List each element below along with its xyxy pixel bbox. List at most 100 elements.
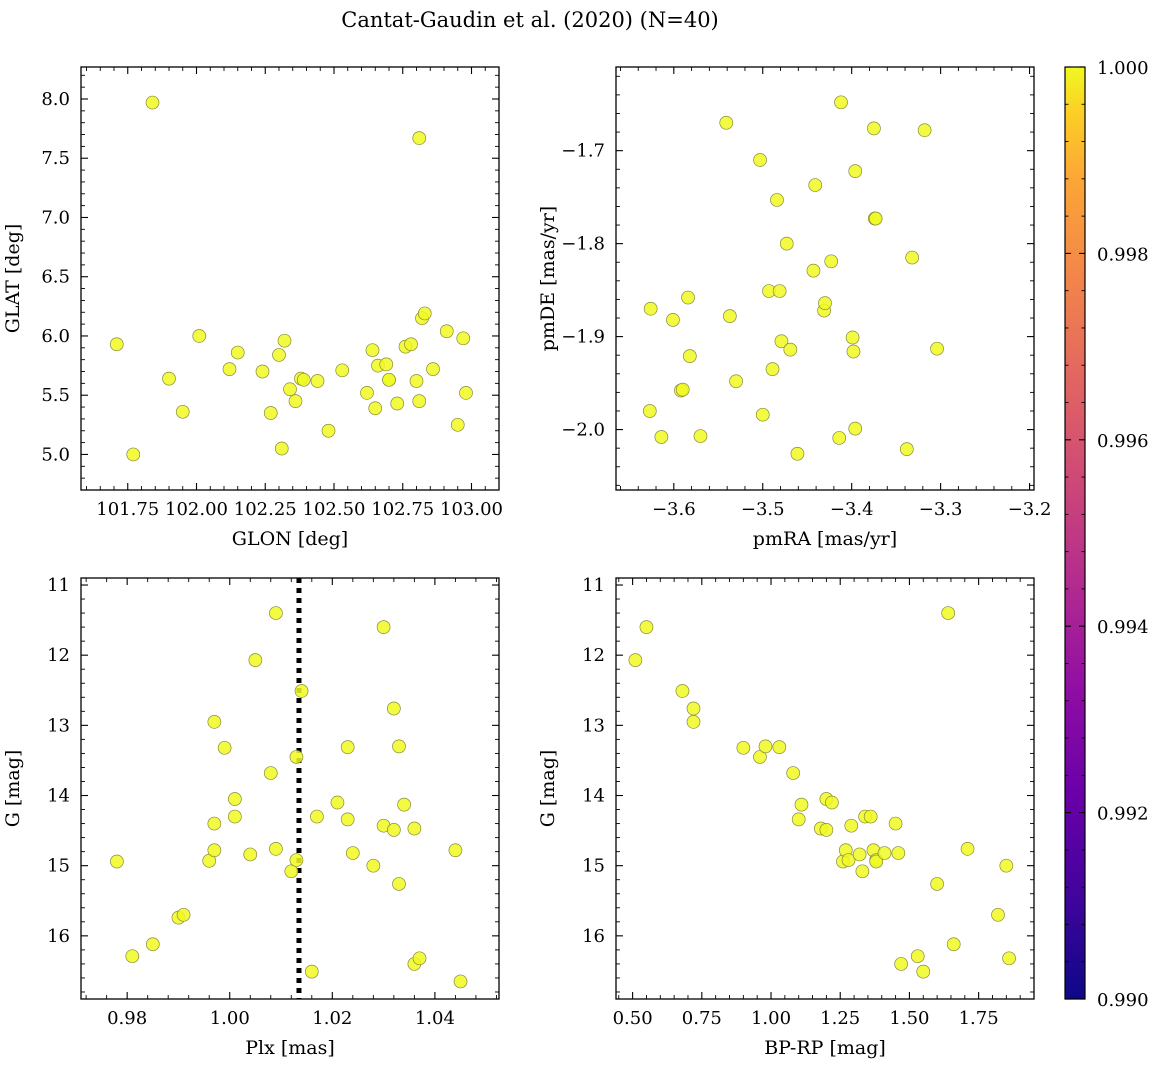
- x-tick-label: 1.04: [415, 1008, 455, 1029]
- data-point: [390, 396, 405, 411]
- data-point: [869, 854, 884, 869]
- ticks: [81, 67, 500, 491]
- data-point: [693, 429, 708, 443]
- data-point: [916, 964, 931, 979]
- data-point: [877, 846, 892, 860]
- data-point: [269, 841, 283, 856]
- x-tick-label: 102.25: [234, 499, 297, 520]
- data-point: [899, 442, 914, 456]
- data-point: [643, 301, 658, 316]
- data-point: [666, 313, 680, 327]
- x-tick-label: −3.3: [919, 499, 963, 520]
- x-tick-label: 1.00: [210, 1008, 250, 1029]
- data-point: [867, 121, 881, 136]
- data-point: [340, 740, 355, 754]
- y-tick-label: 13: [582, 715, 605, 736]
- data-point: [825, 795, 839, 810]
- subplot-3: 0.98 1.00 1.02 1.04 11 12 13 14 15 16 Plx [mas] G […: [2, 575, 500, 1059]
- data-point: [755, 407, 770, 422]
- colorbar-tick-label: 0.996: [1097, 431, 1149, 452]
- data-point: [891, 846, 906, 860]
- x-tick-label: 1.50: [889, 1008, 929, 1029]
- data-point: [176, 907, 191, 922]
- x-tick-label: 0.50: [613, 1008, 653, 1029]
- data-point: [686, 701, 701, 716]
- data-point: [289, 853, 304, 867]
- data-point: [791, 812, 806, 827]
- figure-title: Cantat-Gaudin et al. (2020) (N=40): [341, 8, 719, 32]
- ticks: [616, 67, 1034, 490]
- data-point: [686, 714, 701, 729]
- y-tick-label: 8.0: [41, 89, 70, 110]
- data-point: [110, 854, 124, 869]
- x-tick-label: 1.75: [959, 1008, 999, 1029]
- data-point: [277, 333, 292, 348]
- data-point: [639, 620, 654, 634]
- y-tick-label: 7.5: [41, 148, 70, 169]
- x-tick-label: 103.00: [440, 499, 503, 520]
- data-point: [192, 329, 207, 343]
- axes-frame: [80, 66, 500, 491]
- data-point: [392, 877, 406, 891]
- colorbar-tick-label: 1.000: [1097, 58, 1149, 79]
- data-point: [272, 348, 286, 362]
- data-point: [404, 337, 418, 352]
- data-point: [397, 797, 411, 812]
- data-point: [222, 362, 237, 376]
- data-point: [774, 334, 789, 349]
- data-point: [248, 653, 263, 667]
- data-point: [855, 864, 870, 879]
- data-point: [409, 374, 424, 388]
- data-point: [682, 349, 697, 363]
- data-point: [681, 290, 695, 305]
- data-point: [207, 816, 222, 831]
- data-point: [310, 374, 325, 388]
- data-point: [456, 331, 471, 346]
- data-point: [335, 363, 350, 378]
- data-point: [824, 254, 839, 269]
- data-point: [228, 792, 242, 806]
- data-point: [888, 816, 903, 831]
- data-point: [426, 362, 440, 376]
- data-point: [834, 95, 848, 110]
- x-tick-label: 101.75: [96, 499, 159, 520]
- colorbar-tick-label: 0.998: [1097, 244, 1149, 265]
- x-axis-label: Plx [mas]: [245, 1037, 335, 1059]
- data-point: [930, 341, 944, 356]
- data-point: [765, 362, 780, 376]
- x-axis-label: pmRA [mas/yr]: [753, 528, 897, 550]
- data-point: [109, 337, 124, 352]
- x-tick-label: 1.02: [312, 1008, 352, 1029]
- data-point: [729, 374, 743, 389]
- colorbar: 0.990 0.992 0.994 0.996 0.998 1.000: [1064, 58, 1149, 1011]
- data-point: [217, 740, 232, 755]
- colorbar-tick-label: 0.990: [1097, 990, 1149, 1011]
- data-point: [304, 964, 319, 979]
- data-point: [808, 178, 823, 192]
- y-axis-label: GLAT [deg]: [2, 224, 24, 334]
- data-point: [366, 858, 381, 873]
- data-point: [289, 750, 304, 764]
- data-point: [736, 740, 751, 755]
- data-point: [269, 606, 283, 620]
- data-point: [263, 766, 278, 780]
- data-point: [852, 847, 867, 862]
- data-point: [848, 164, 863, 178]
- y-tick-label: 14: [582, 786, 605, 807]
- y-axis-label: G [mag]: [537, 750, 559, 828]
- data-point: [407, 821, 422, 836]
- data-point: [162, 371, 176, 386]
- data-point: [368, 401, 383, 416]
- y-tick-label: 12: [582, 645, 605, 666]
- data-point: [910, 949, 925, 964]
- y-axis-label: pmDE [mas/yr]: [537, 206, 559, 351]
- data-point: [905, 250, 920, 265]
- subplots: 101.75 102.00 102.25 102.50 102.75 103.00 5.0 5…: [2, 66, 1051, 1059]
- x-tick-label: 102.50: [303, 499, 366, 520]
- data-point: [382, 372, 396, 387]
- data-point: [255, 364, 270, 379]
- x-tick-label: 1.00: [751, 1008, 791, 1029]
- data-point: [412, 131, 427, 145]
- data-point: [145, 95, 160, 110]
- data-point: [274, 441, 289, 456]
